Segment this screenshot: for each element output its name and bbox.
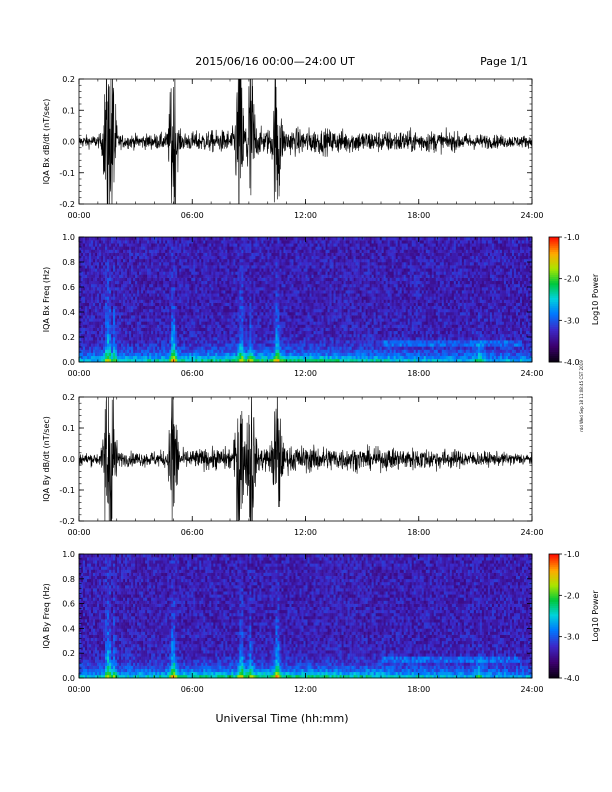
universal-time-label: Universal Time (hh:mm) — [216, 712, 349, 725]
y-axis-label: IQA Bx dB/dt (nT/sec) — [42, 99, 51, 185]
x-tick-label: 12:00 — [294, 211, 317, 220]
colorbar-tick-label: -1.0 — [564, 233, 580, 242]
y-tick-label: -0.2 — [59, 200, 75, 209]
x-tick-label: 12:00 — [294, 528, 317, 537]
series-line — [79, 397, 532, 521]
x-tick-label: 18:00 — [407, 685, 430, 694]
y-tick-label: 0.0 — [62, 138, 75, 147]
y-tick-label: 0.0 — [62, 674, 75, 683]
y-tick-label: -0.2 — [59, 517, 75, 526]
x-tick-label: 12:00 — [294, 369, 317, 378]
y-tick-label: 1.0 — [62, 233, 75, 242]
page-number: Page 1/1 — [480, 55, 528, 68]
y-tick-label: 0.1 — [62, 106, 75, 115]
x-tick-label: 06:00 — [181, 685, 204, 694]
colorbar: -1.0 -2.0 -3.0 -4.0 Log10 Power — [548, 233, 600, 367]
x-tick-label: 00:00 — [67, 528, 90, 537]
colorbar-label: Log10 Power — [591, 590, 600, 642]
panels: 0.2 0.1 0.0 -0.1 -0.2 IQA Bx dB/dt (nT/sec) 00… — [42, 75, 600, 694]
x-tick-label: 24:00 — [520, 528, 543, 537]
colorbar-frame — [548, 553, 560, 679]
waveform-panel-2: 0.2 0.1 0.0 -0.1 -0.2 IQA By dB/dt (nT/sec) 00… — [42, 393, 544, 537]
x-tick-label: 00:00 — [67, 211, 90, 220]
waveform-panel-0: 0.2 0.1 0.0 -0.1 -0.2 IQA Bx dB/dt (nT/sec) 00… — [42, 75, 544, 220]
y-tick-label: 0.0 — [62, 455, 75, 464]
x-tick-label: 18:00 — [407, 369, 430, 378]
y-tick-label: 0.2 — [62, 393, 75, 402]
x-axis: 00:00 06:00 12:00 18:00 24:00 — [67, 397, 544, 537]
x-tick-label: 00:00 — [67, 369, 90, 378]
x-axis: 00:00 06:00 12:00 18:00 24:00 — [67, 79, 544, 220]
y-tick-label: 0.6 — [62, 283, 75, 292]
figure-title: 2015/06/16 00:00—24:00 UT — [195, 55, 355, 68]
spectrogram-cells — [79, 554, 533, 679]
colorbar-frame — [548, 236, 560, 363]
x-tick-label: 24:00 — [520, 685, 543, 694]
y-axis: 0.2 0.1 0.0 -0.1 -0.2 IQA By dB/dt (nT/sec) — [42, 393, 532, 526]
y-tick-label: 0.8 — [62, 258, 75, 267]
colorbar-tick-label: -2.0 — [564, 591, 580, 600]
x-tick-label: 06:00 — [181, 528, 204, 537]
x-axis: 00:00 06:00 12:00 18:00 24:00 — [67, 237, 544, 378]
y-axis-label: IQA By Freq (Hz) — [42, 583, 51, 649]
timestamp-stamp: rdd Wed Sep 18 11:08:45 CST 2019 — [579, 360, 584, 432]
y-tick-label: 0.4 — [62, 624, 75, 633]
y-tick-label: 1.0 — [62, 550, 75, 559]
y-axis-label: IQA By dB/dt (nT/sec) — [42, 416, 51, 502]
series-line — [79, 79, 532, 204]
y-tick-label: 0.4 — [62, 308, 75, 317]
y-axis-label: IQA Bx Freq (Hz) — [42, 267, 51, 333]
y-tick-label: 0.6 — [62, 600, 75, 609]
colorbar-tick-label: -4.0 — [564, 358, 580, 367]
y-tick-label: -0.1 — [59, 169, 75, 178]
colorbar-tick-label: -1.0 — [564, 550, 580, 559]
y-tick-label: 0.0 — [62, 358, 75, 367]
y-tick-label: 0.2 — [62, 75, 75, 84]
y-tick-label: -0.1 — [59, 486, 75, 495]
y-tick-label: 0.2 — [62, 333, 75, 342]
colorbar-tick-label: -3.0 — [564, 316, 580, 325]
x-tick-label: 24:00 — [520, 211, 543, 220]
x-tick-label: 00:00 — [67, 685, 90, 694]
x-tick-label: 18:00 — [407, 528, 430, 537]
spectrogram-cells — [79, 237, 533, 363]
y-axis: 1.0 0.8 0.6 0.4 0.2 0.0 IQA Bx Freq (Hz) — [42, 233, 532, 367]
y-tick-label: 0.2 — [62, 649, 75, 658]
colorbar: -1.0 -2.0 -3.0 -4.0 Log10 Power — [548, 550, 600, 683]
y-tick-label: 0.1 — [62, 424, 75, 433]
y-tick-label: 0.8 — [62, 575, 75, 584]
x-tick-label: 06:00 — [181, 211, 204, 220]
x-axis: 00:00 06:00 12:00 18:00 24:00 — [67, 554, 544, 694]
x-tick-label: 12:00 — [294, 685, 317, 694]
y-axis: 1.0 0.8 0.6 0.4 0.2 0.0 IQA By Freq (Hz) — [42, 550, 532, 683]
colorbar-tick-label: -4.0 — [564, 674, 580, 683]
x-tick-label: 06:00 — [181, 369, 204, 378]
colorbar-tick-label: -2.0 — [564, 275, 580, 284]
y-axis: 0.2 0.1 0.0 -0.1 -0.2 IQA Bx dB/dt (nT/sec) — [42, 75, 532, 209]
x-tick-label: 24:00 — [520, 369, 543, 378]
colorbar-tick-label: -3.0 — [564, 633, 580, 642]
colorbar-label: Log10 Power — [591, 273, 600, 325]
x-tick-label: 18:00 — [407, 211, 430, 220]
